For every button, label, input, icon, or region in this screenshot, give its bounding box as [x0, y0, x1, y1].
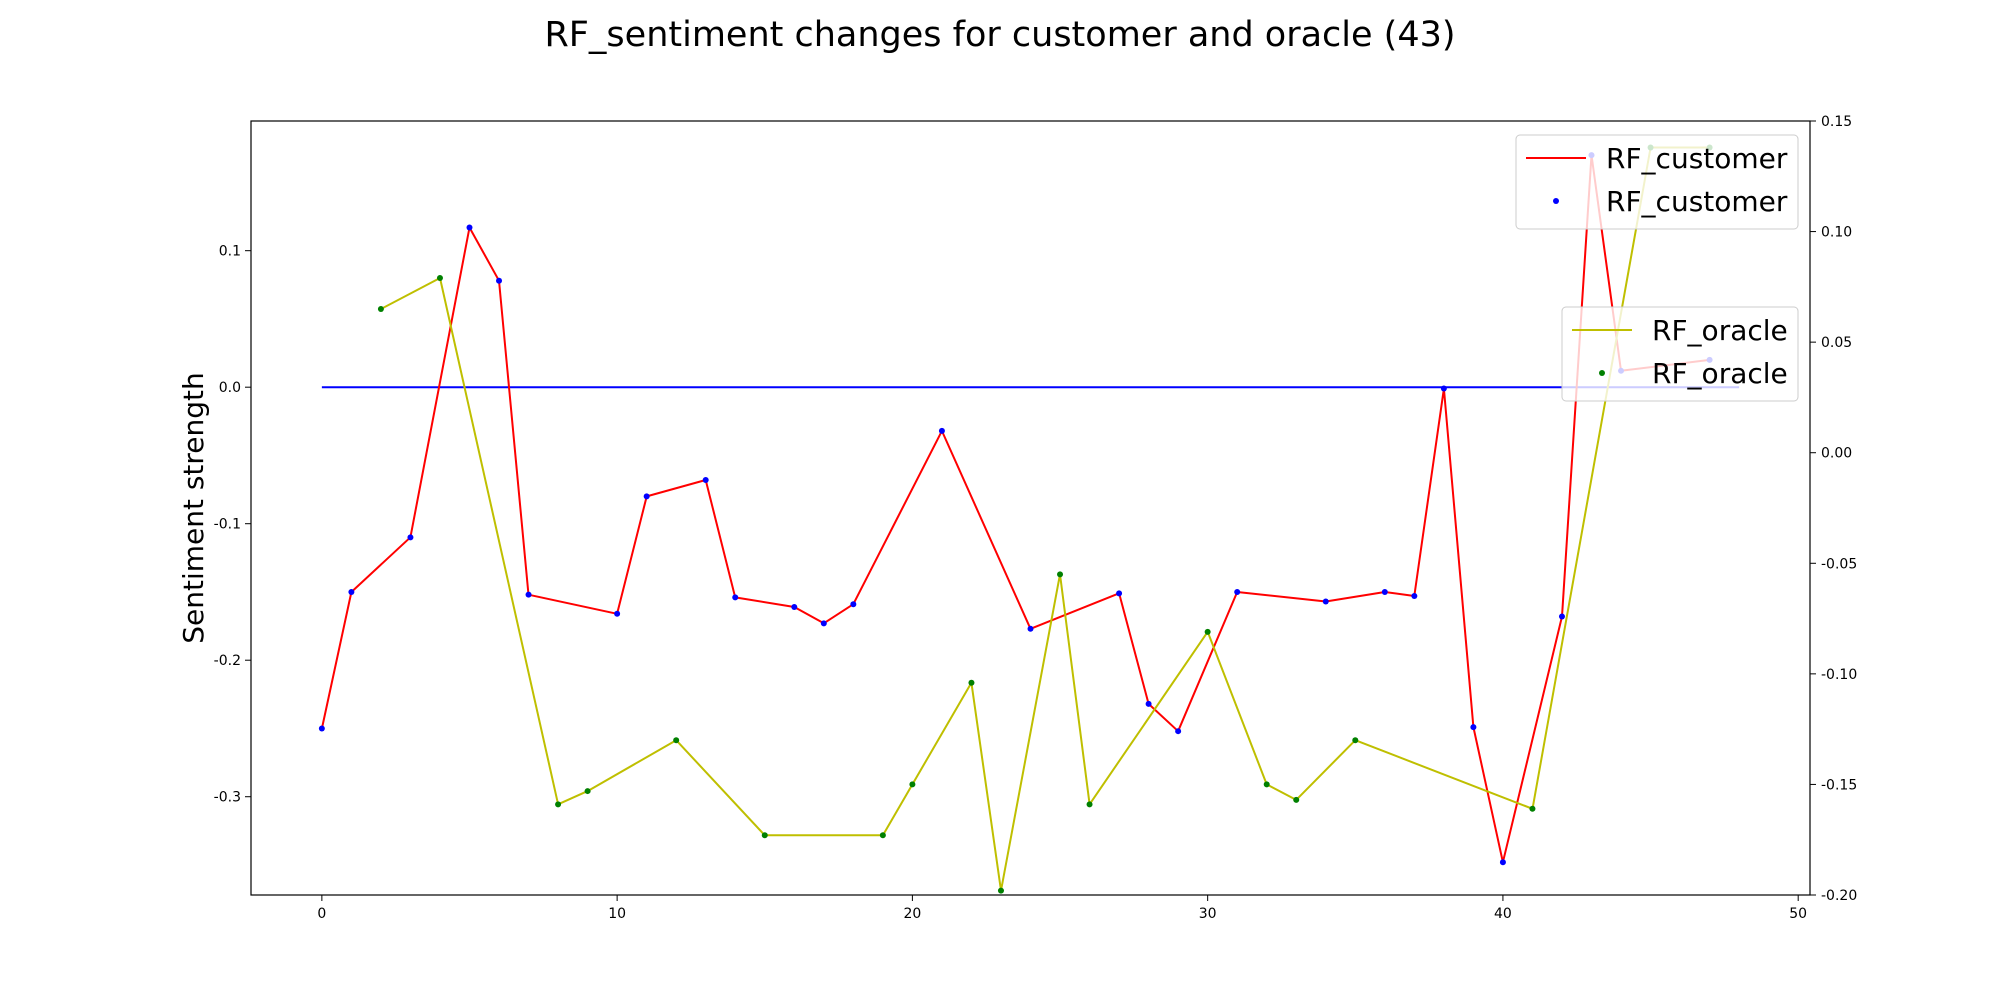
data-point-RF_oracle: [584, 788, 591, 795]
x-tick-label: 30: [1199, 906, 1217, 922]
data-point-RF_oracle: [673, 737, 680, 744]
data-point-RF_oracle: [879, 832, 886, 839]
y-tick-label: -0.2: [214, 653, 241, 669]
x-tick-label: 10: [608, 906, 626, 922]
tick-layer: 0 10 20 30 40 50 -0.3 -0.2 -0.1 0.0 0.1 -0.20 -0.15 -…: [214, 114, 1858, 922]
data-point-RF_customer: [1381, 588, 1388, 595]
y-tick-label: 0.0: [219, 380, 241, 396]
x-tick-label: 0: [317, 906, 326, 922]
legend-label: RF_oracle: [1652, 357, 1788, 390]
data-point-RF_customer: [1411, 593, 1418, 600]
data-point-RF_customer: [407, 534, 414, 541]
data-point-RF_oracle: [1086, 801, 1093, 808]
data-point-RF_customer: [702, 477, 709, 484]
legend-label: RF_oracle: [1652, 314, 1788, 347]
data-point-RF_oracle: [909, 781, 916, 788]
y2-tick-label: 0.10: [1821, 225, 1852, 241]
data-point-RF_customer: [1499, 859, 1506, 866]
legend-label: RF_customer: [1606, 185, 1788, 218]
data-point-RF_oracle: [377, 305, 384, 312]
y-tick-label: -0.3: [214, 790, 241, 806]
data-point-RF_customer: [1234, 588, 1241, 595]
data-point-RF_customer: [1027, 625, 1034, 632]
series-line-RF_oracle: [380, 146, 1710, 892]
data-point-RF_oracle: [1293, 796, 1300, 803]
data-point-RF_oracle: [1263, 781, 1270, 788]
data-point-RF_customer: [318, 725, 325, 732]
data-point-RF_customer: [1470, 724, 1477, 731]
y2-tick-label: -0.10: [1821, 667, 1857, 683]
data-point-RF_oracle: [997, 887, 1004, 894]
data-point-RF_customer: [1322, 598, 1329, 605]
data-point-RF_customer: [643, 493, 650, 500]
y2-tick-label: 0.15: [1821, 114, 1852, 130]
data-point-RF_oracle: [761, 832, 768, 839]
data-point-RF_customer: [732, 594, 739, 601]
data-point-RF_oracle: [1529, 805, 1536, 812]
plot-layer: [318, 144, 1740, 894]
y2-tick-label: -0.20: [1821, 888, 1857, 904]
data-point-RF_customer: [1175, 728, 1182, 735]
x-tick-label: 50: [1789, 906, 1807, 922]
data-point-RF_customer: [525, 591, 532, 598]
data-point-RF_customer: [820, 620, 827, 627]
y2-tick-label: 0.00: [1821, 446, 1852, 462]
legend-marker-swatch: [1553, 198, 1559, 204]
data-point-RF_customer: [496, 277, 503, 284]
data-point-RF_customer: [938, 427, 945, 434]
y2-tick-label: -0.15: [1821, 777, 1857, 793]
chart-title: RF_sentiment changes for customer and or…: [544, 15, 1455, 55]
legend-layer: RF_customer RF_customer RF_oracle RF_oracle: [1515, 134, 1799, 402]
legend-box: [1515, 134, 1799, 230]
data-point-RF_customer: [1116, 590, 1123, 597]
y2-tick-label: 0.05: [1821, 335, 1852, 351]
data-point-RF_customer: [850, 601, 857, 608]
data-point-RF_oracle: [1057, 571, 1064, 578]
data-point-RF_customer: [348, 588, 355, 595]
data-point-RF_oracle: [1204, 628, 1211, 635]
data-point-RF_oracle: [968, 679, 975, 686]
y-tick-label: -0.1: [214, 517, 241, 533]
data-point-RF_customer: [791, 603, 798, 610]
data-point-RF_oracle: [555, 801, 562, 808]
plot-frame: [250, 120, 1811, 896]
legend-marker-swatch: [1599, 370, 1605, 376]
y-axis-label: Sentiment strength: [177, 372, 210, 644]
legend-label: RF_customer: [1606, 142, 1788, 175]
y2-tick-label: -0.05: [1821, 556, 1857, 572]
data-point-RF_customer: [1145, 700, 1152, 707]
data-point-RF_oracle: [436, 275, 443, 282]
data-point-RF_customer: [466, 224, 473, 231]
data-point-RF_customer: [1558, 613, 1565, 620]
x-tick-label: 20: [903, 906, 921, 922]
data-point-RF_oracle: [1352, 737, 1359, 744]
x-tick-label: 40: [1494, 906, 1512, 922]
data-point-RF_customer: [1440, 385, 1447, 392]
y-tick-label: 0.1: [219, 244, 241, 260]
data-point-RF_customer: [614, 610, 621, 617]
series-line-RF_customer: [320, 154, 1710, 864]
